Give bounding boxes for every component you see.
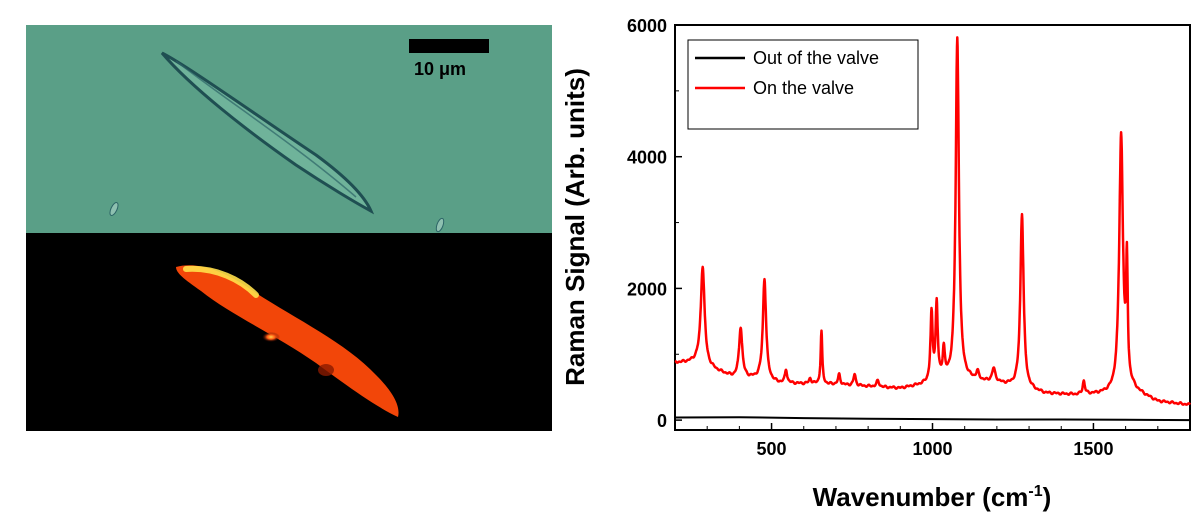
raman-spectrum-chart: 500 1000 1500 0 2000 4000 6000 Out of the valv… bbox=[560, 16, 1192, 512]
x-axis-title: Wavenumber (cm-1) bbox=[813, 482, 1052, 512]
y-tick-label: 2000 bbox=[627, 279, 667, 299]
series-on-valve bbox=[674, 36, 1192, 406]
y-axis-title: Raman Signal (Arb. units) bbox=[560, 68, 590, 386]
legend: Out of the valve On the valve bbox=[687, 39, 919, 130]
x-tick-label: 500 bbox=[757, 439, 787, 459]
legend-box bbox=[687, 39, 919, 130]
y-tick-label: 0 bbox=[657, 411, 667, 431]
axis-ticks: 500 1000 1500 0 2000 4000 6000 bbox=[627, 16, 1159, 459]
y-tick-label: 6000 bbox=[627, 16, 667, 36]
microscopy-drawing bbox=[109, 39, 489, 417]
y-tick-label: 4000 bbox=[627, 148, 667, 168]
diatom-outline bbox=[160, 51, 375, 215]
series-out-of-valve bbox=[674, 416, 1191, 422]
x-tick-label: 1500 bbox=[1073, 439, 1113, 459]
legend-label-out-of-valve: Out of the valve bbox=[753, 48, 879, 68]
scale-bar-label: 10 μm bbox=[414, 59, 467, 79]
scale-bar bbox=[409, 39, 489, 53]
series-layer bbox=[674, 36, 1192, 422]
bright-field-image bbox=[26, 25, 552, 233]
legend-label-on-valve: On the valve bbox=[753, 78, 854, 98]
raman-map-signal bbox=[176, 265, 399, 417]
microscopy-panel: 10 μm bbox=[26, 25, 552, 431]
x-tick-label: 1000 bbox=[912, 439, 952, 459]
